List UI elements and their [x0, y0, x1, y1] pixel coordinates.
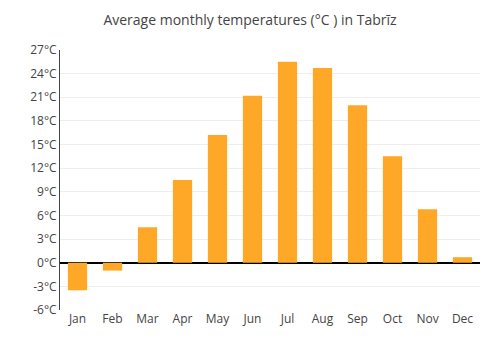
svg-text:24°C: 24°C [30, 65, 57, 82]
svg-text:6°C: 6°C [37, 207, 57, 224]
svg-text:May: May [206, 310, 230, 327]
svg-text:Apr: Apr [173, 310, 193, 327]
svg-text:Sep: Sep [347, 310, 368, 327]
svg-text:15°C: 15°C [30, 136, 57, 153]
svg-text:18°C: 18°C [30, 112, 57, 129]
svg-text:27°C: 27°C [30, 41, 57, 58]
svg-text:12°C: 12°C [30, 159, 57, 176]
svg-text:Oct: Oct [383, 310, 402, 327]
svg-text:9°C: 9°C [37, 183, 57, 200]
svg-text:Feb: Feb [102, 310, 122, 327]
svg-text:Jan: Jan [68, 310, 86, 327]
svg-text:21°C: 21°C [30, 88, 57, 105]
svg-text:Jul: Jul [280, 310, 295, 327]
svg-text:0°C: 0°C [37, 254, 57, 271]
svg-text:Dec: Dec [452, 310, 473, 327]
svg-text:Nov: Nov [416, 310, 438, 327]
svg-text:Average monthly temperatures (: Average monthly temperatures (°C ) in Ta… [103, 10, 397, 29]
svg-text:-3°C: -3°C [33, 278, 57, 295]
svg-text:Jun: Jun [243, 310, 262, 327]
svg-text:3°C: 3°C [37, 230, 57, 247]
svg-text:Aug: Aug [312, 310, 334, 327]
svg-text:Mar: Mar [136, 310, 158, 327]
svg-text:-6°C: -6°C [33, 301, 57, 318]
